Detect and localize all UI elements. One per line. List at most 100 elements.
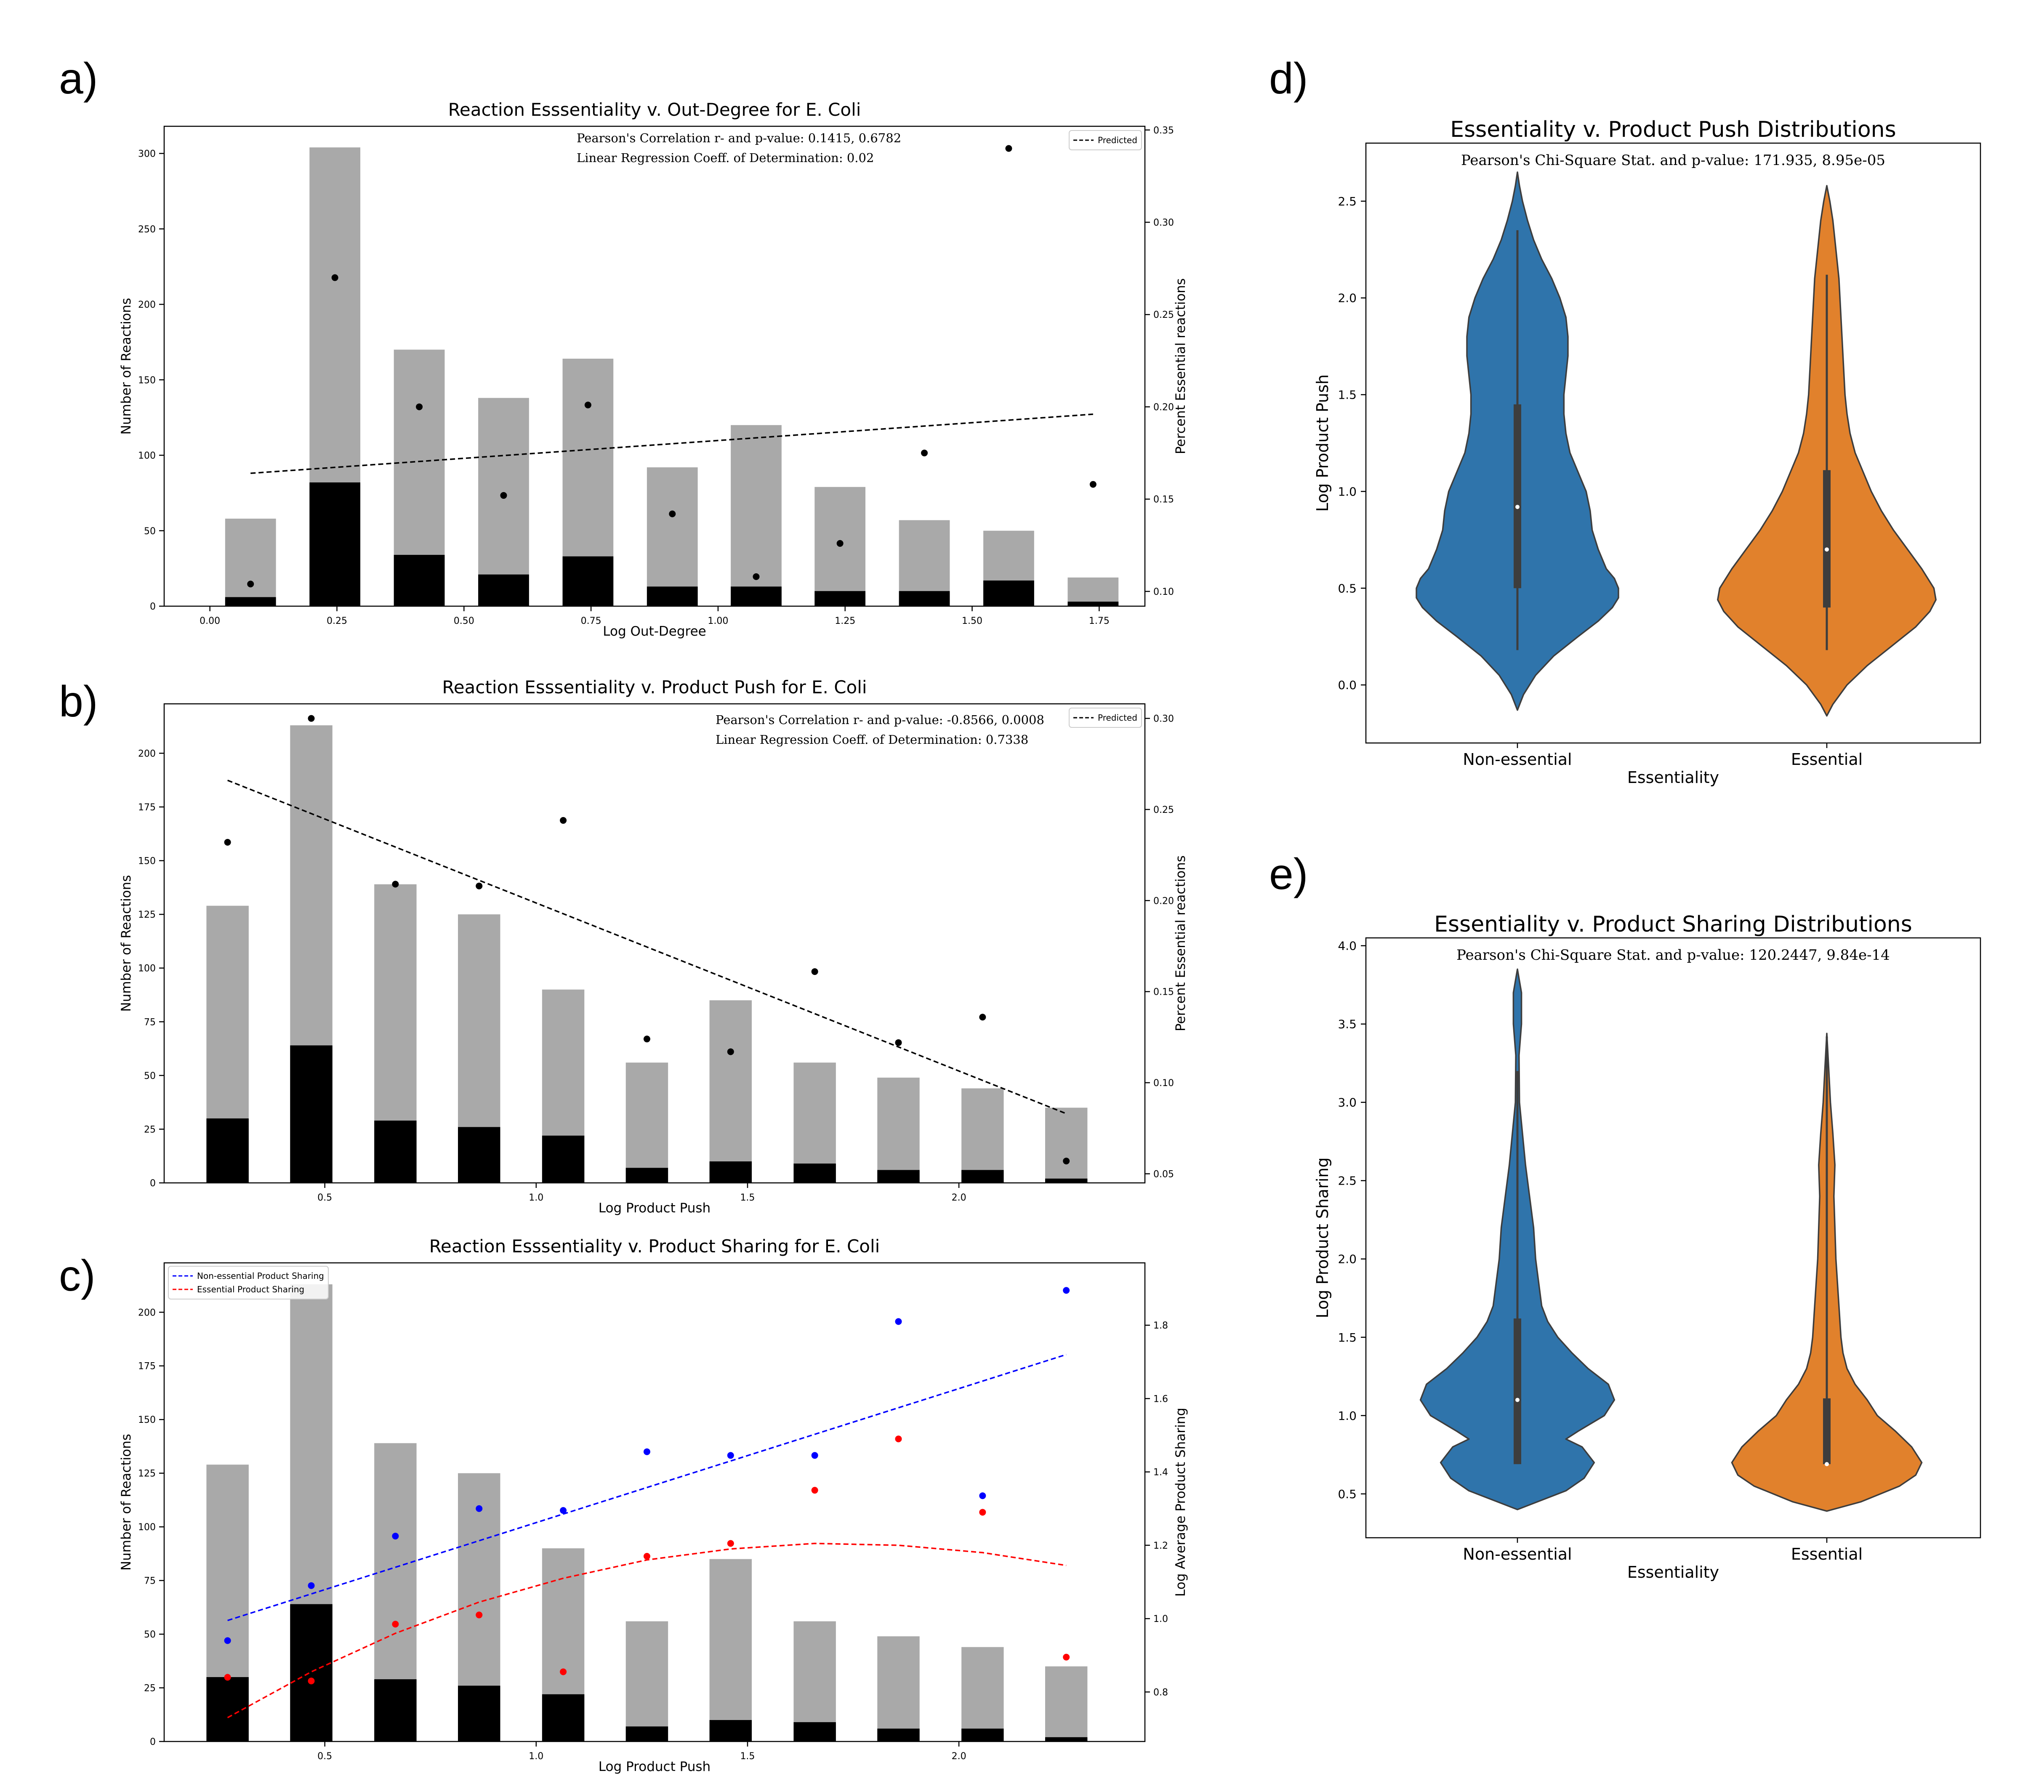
trend-line (227, 1354, 1067, 1622)
data-point (560, 1668, 567, 1675)
legend-box (1069, 708, 1142, 728)
data-point (392, 881, 399, 888)
y-tick-label: 200 (138, 300, 156, 310)
panel-label-c: c) (59, 1251, 96, 1300)
data-point (1089, 481, 1097, 488)
data-point (392, 1621, 399, 1628)
y-tick-label: 125 (138, 1469, 156, 1479)
bar-essential (647, 586, 698, 606)
x-tick-label: 1.5 (740, 1751, 755, 1762)
x-tick-label: Non-essential (1463, 750, 1572, 769)
y-axis-label: Number of Reactions (119, 1434, 134, 1571)
y-tick-label: 100 (138, 451, 156, 461)
data-point (224, 1637, 231, 1644)
bar-essential (374, 1121, 417, 1183)
y-tick-label: 1.5 (1338, 388, 1357, 402)
bar-essential (877, 1728, 920, 1741)
data-point (308, 715, 315, 722)
y2-tick-label: 1.6 (1153, 1394, 1168, 1404)
bar-total (877, 1636, 920, 1741)
x-axis-label: Essentiality (1627, 768, 1719, 787)
y-tick-label: 125 (138, 910, 156, 920)
bar-total (793, 1621, 836, 1741)
legend-box (168, 1266, 329, 1299)
data-point (979, 1492, 986, 1499)
x-axis-label: Log Product Push (599, 1201, 711, 1216)
data-point (247, 580, 254, 588)
bar-essential (793, 1164, 836, 1183)
y2-tick-label: 0.25 (1153, 310, 1174, 320)
legend-box (1069, 130, 1142, 150)
data-point (224, 839, 231, 846)
data-point (500, 492, 507, 499)
y2-tick-label: 1.0 (1153, 1614, 1168, 1624)
y2-tick-label: 0.35 (1153, 125, 1174, 136)
x-tick-label: 1.75 (1089, 616, 1110, 626)
bar-total (1067, 577, 1119, 606)
y2-tick-label: 0.15 (1153, 987, 1174, 998)
y-tick-label: 2.5 (1338, 194, 1357, 208)
data-point (895, 1039, 902, 1046)
bar-essential (1067, 602, 1119, 606)
bar-essential (793, 1722, 836, 1741)
stat-annotation: Linear Regression Coeff. of Determinatio… (577, 151, 874, 165)
y2-tick-label: 1.2 (1153, 1541, 1168, 1551)
bar-total (225, 519, 276, 606)
stat-annotation: Pearson's Chi-Square Stat. and p-value: … (1461, 152, 1885, 169)
y-axis-label: Log Product Sharing (1313, 1157, 1332, 1318)
bar-essential (290, 1604, 333, 1741)
x-tick-label: 0.00 (200, 616, 220, 626)
data-point (560, 817, 567, 824)
data-point (727, 1452, 734, 1459)
bar-essential (731, 586, 782, 606)
iqr-box (1823, 1398, 1831, 1464)
y-tick-label: 75 (144, 1017, 156, 1028)
data-point (895, 1318, 902, 1325)
y2-axis-label: Log Average Product Sharing (1173, 1408, 1188, 1597)
data-point (308, 1678, 315, 1685)
x-tick-label: 1.25 (835, 616, 855, 626)
y2-axis-label: Percent Essential reactions (1173, 278, 1188, 454)
y-tick-label: 50 (144, 1630, 156, 1640)
x-tick-label: Non-essential (1463, 1545, 1572, 1563)
bar-total (478, 398, 529, 606)
chart-panel-d: Essentiality v. Product Push Distributio… (1313, 117, 1981, 787)
panel-label-d: d) (1269, 54, 1308, 103)
median-marker (1515, 505, 1520, 509)
y-tick-label: 50 (144, 1071, 156, 1081)
plot-frame (1365, 937, 1981, 1539)
y-tick-label: 0 (150, 602, 156, 612)
y-tick-label: 150 (138, 375, 156, 386)
bar-total (1045, 1108, 1088, 1183)
y2-tick-label: 0.30 (1153, 218, 1174, 228)
x-tick-label: 0.5 (317, 1193, 332, 1203)
bar-essential (542, 1135, 585, 1183)
y-tick-label: 175 (138, 802, 156, 813)
trend-line (227, 780, 1067, 1115)
bar-essential (562, 556, 614, 606)
y-tick-label: 2.5 (1338, 1174, 1357, 1188)
bar-essential (290, 1045, 333, 1183)
data-point (584, 402, 591, 409)
y-tick-label: 2.0 (1338, 291, 1357, 305)
bar-total (709, 1559, 752, 1741)
bar-essential (458, 1127, 500, 1183)
chart-title: Reaction Esssentiality v. Product Sharin… (429, 1236, 880, 1257)
chart-title: Reaction Esssentiality v. Out-Degree for… (448, 99, 861, 120)
panel-label-a: a) (59, 54, 98, 103)
y-tick-label: 0.5 (1338, 581, 1357, 595)
y-tick-label: 175 (138, 1361, 156, 1372)
bar-essential (1045, 1737, 1088, 1741)
x-tick-label: 2.0 (952, 1193, 966, 1203)
bar-essential (478, 574, 529, 606)
data-point (895, 1435, 902, 1443)
chart-panel-c: Reaction Esssentiality v. Product Sharin… (119, 1236, 1188, 1774)
y-tick-label: 25 (144, 1683, 156, 1694)
data-point (643, 1448, 650, 1455)
bar-essential (899, 591, 950, 606)
y-tick-label: 25 (144, 1124, 156, 1135)
bar-essential (458, 1685, 500, 1741)
data-point (811, 1452, 818, 1459)
bar-total (793, 1062, 836, 1183)
median-marker (1515, 1398, 1520, 1402)
